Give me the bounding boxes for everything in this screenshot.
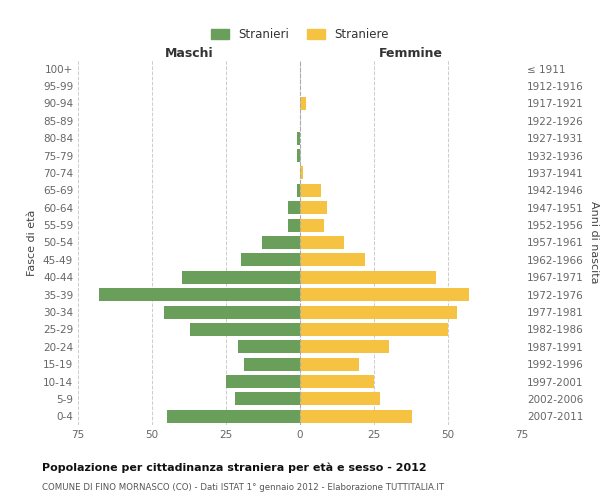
Bar bbox=[297, 149, 300, 162]
Bar bbox=[297, 132, 300, 144]
Bar bbox=[99, 288, 300, 301]
Bar bbox=[244, 358, 300, 370]
Bar bbox=[226, 375, 300, 388]
Bar bbox=[300, 184, 321, 197]
Bar bbox=[300, 375, 374, 388]
Legend: Stranieri, Straniere: Stranieri, Straniere bbox=[205, 22, 395, 47]
Bar bbox=[262, 236, 300, 249]
Bar bbox=[300, 201, 326, 214]
Text: Popolazione per cittadinanza straniera per età e sesso - 2012: Popolazione per cittadinanza straniera p… bbox=[42, 462, 427, 473]
Bar bbox=[300, 358, 359, 370]
Bar bbox=[182, 270, 300, 284]
Bar bbox=[300, 288, 469, 301]
Bar bbox=[300, 236, 344, 249]
Bar bbox=[300, 97, 306, 110]
Bar bbox=[235, 392, 300, 406]
Bar bbox=[288, 201, 300, 214]
Bar bbox=[167, 410, 300, 423]
Bar bbox=[300, 270, 436, 284]
Bar bbox=[300, 392, 380, 406]
Text: Maschi: Maschi bbox=[164, 47, 214, 60]
Text: COMUNE DI FINO MORNASCO (CO) - Dati ISTAT 1° gennaio 2012 - Elaborazione TUTTITA: COMUNE DI FINO MORNASCO (CO) - Dati ISTA… bbox=[42, 482, 444, 492]
Bar bbox=[164, 306, 300, 318]
Bar bbox=[300, 166, 303, 179]
Y-axis label: Fasce di età: Fasce di età bbox=[28, 210, 37, 276]
Bar bbox=[241, 254, 300, 266]
Bar bbox=[190, 323, 300, 336]
Bar bbox=[300, 323, 448, 336]
Bar bbox=[297, 184, 300, 197]
Y-axis label: Anni di nascita: Anni di nascita bbox=[589, 201, 599, 284]
Bar bbox=[288, 218, 300, 232]
Bar bbox=[300, 254, 365, 266]
Text: Femmine: Femmine bbox=[379, 47, 443, 60]
Bar bbox=[300, 218, 323, 232]
Bar bbox=[238, 340, 300, 353]
Bar bbox=[300, 340, 389, 353]
Bar bbox=[300, 306, 457, 318]
Bar bbox=[300, 410, 412, 423]
